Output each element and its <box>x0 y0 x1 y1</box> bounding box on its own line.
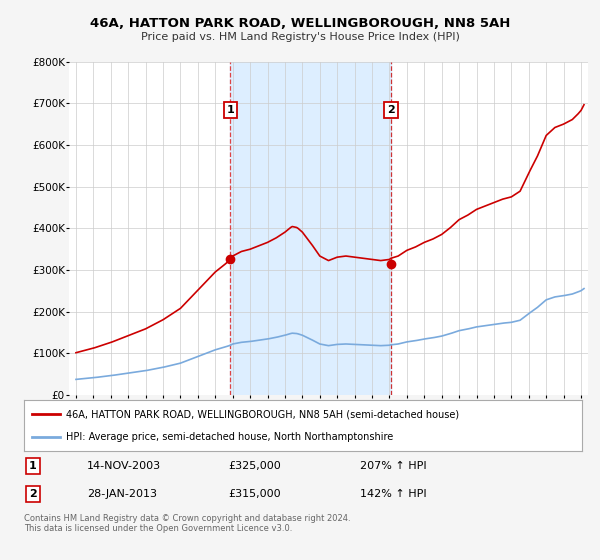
Bar <box>230 62 391 395</box>
Text: £315,000: £315,000 <box>228 489 281 499</box>
Text: 1: 1 <box>29 461 37 471</box>
Text: 14-NOV-2003: 14-NOV-2003 <box>87 461 161 471</box>
Text: 28-JAN-2013: 28-JAN-2013 <box>87 489 157 499</box>
Text: 207% ↑ HPI: 207% ↑ HPI <box>360 461 427 471</box>
Text: Price paid vs. HM Land Registry's House Price Index (HPI): Price paid vs. HM Land Registry's House … <box>140 32 460 42</box>
Text: Contains HM Land Registry data © Crown copyright and database right 2024.
This d: Contains HM Land Registry data © Crown c… <box>24 514 350 534</box>
Text: 46A, HATTON PARK ROAD, WELLINGBOROUGH, NN8 5AH (semi-detached house): 46A, HATTON PARK ROAD, WELLINGBOROUGH, N… <box>66 409 459 419</box>
Text: 46A, HATTON PARK ROAD, WELLINGBOROUGH, NN8 5AH: 46A, HATTON PARK ROAD, WELLINGBOROUGH, N… <box>90 17 510 30</box>
Text: HPI: Average price, semi-detached house, North Northamptonshire: HPI: Average price, semi-detached house,… <box>66 432 393 442</box>
Text: £325,000: £325,000 <box>228 461 281 471</box>
Text: 2: 2 <box>29 489 37 499</box>
Text: 1: 1 <box>227 105 235 115</box>
Text: 2: 2 <box>387 105 395 115</box>
Text: 142% ↑ HPI: 142% ↑ HPI <box>360 489 427 499</box>
